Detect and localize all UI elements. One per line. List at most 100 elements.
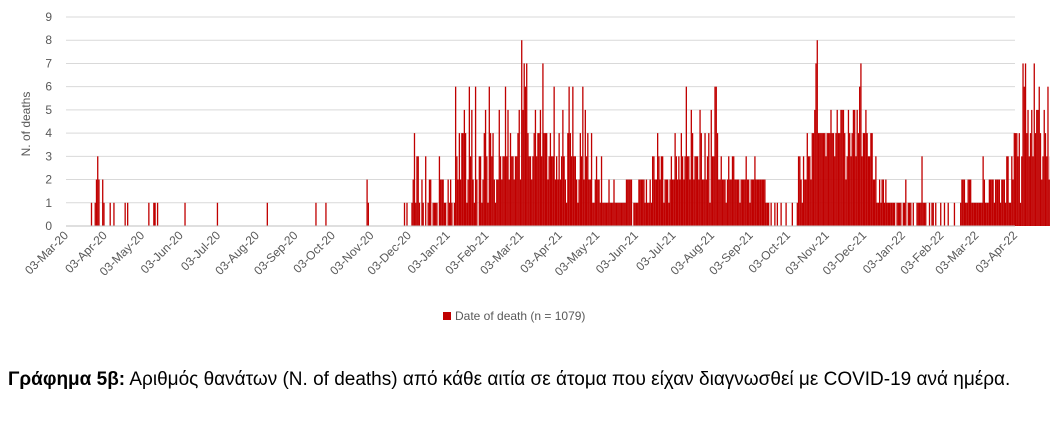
bar — [907, 202, 909, 226]
bar — [619, 202, 621, 226]
bar — [753, 179, 755, 226]
bar — [457, 179, 459, 226]
bar — [898, 202, 901, 226]
bar — [1019, 202, 1022, 226]
bar — [679, 179, 681, 226]
bar — [481, 202, 483, 226]
bar — [993, 202, 996, 226]
bar — [447, 179, 449, 226]
bar — [983, 179, 986, 226]
y-tick-label: 3 — [45, 149, 52, 163]
bar — [645, 179, 648, 226]
bar — [723, 179, 725, 226]
bar — [590, 133, 593, 226]
bar — [699, 109, 701, 226]
bar — [1006, 156, 1008, 226]
bar — [1023, 86, 1025, 226]
bar — [1018, 133, 1020, 226]
bar — [435, 202, 437, 226]
bar — [509, 133, 512, 226]
bar — [610, 202, 613, 226]
bar — [1001, 179, 1003, 226]
bar — [589, 179, 591, 226]
bar — [715, 86, 717, 226]
bar — [916, 202, 918, 226]
bar — [875, 156, 877, 226]
bar — [531, 179, 533, 226]
bar — [453, 202, 456, 226]
bar — [992, 179, 994, 226]
bar — [891, 202, 893, 226]
bar — [923, 202, 926, 226]
bar — [774, 202, 776, 226]
bar — [821, 133, 823, 226]
bar — [644, 202, 646, 226]
bar — [921, 156, 923, 226]
bar — [650, 202, 653, 226]
bar — [689, 179, 691, 226]
bar — [940, 202, 942, 226]
bar — [325, 202, 327, 226]
bar — [825, 156, 827, 226]
bar — [947, 202, 949, 226]
bar — [517, 133, 519, 226]
bar — [991, 179, 993, 226]
bar — [156, 202, 159, 226]
bar — [422, 202, 424, 226]
bar — [761, 179, 764, 226]
bar — [1026, 133, 1028, 226]
bar — [962, 179, 964, 226]
bar — [647, 202, 649, 226]
bar — [577, 202, 579, 226]
bar — [739, 202, 741, 226]
bar — [733, 156, 735, 226]
bar — [766, 202, 769, 226]
bar — [492, 133, 494, 226]
bar — [637, 202, 639, 226]
bar — [216, 202, 219, 226]
bar — [877, 202, 880, 226]
bar — [543, 133, 545, 226]
bar — [573, 156, 575, 226]
bar — [718, 179, 720, 226]
bar — [597, 179, 599, 226]
bar — [482, 179, 484, 226]
bar — [620, 202, 623, 226]
bar — [960, 202, 962, 226]
bar — [856, 109, 858, 226]
bar — [701, 179, 704, 226]
bar — [642, 179, 644, 226]
bar — [831, 133, 833, 226]
bar — [978, 202, 981, 226]
bar — [592, 202, 594, 226]
bar — [1048, 179, 1050, 226]
bar — [567, 133, 569, 226]
bar — [912, 202, 914, 226]
x-tick-label: 03-Jun-20 — [138, 228, 186, 276]
bar — [885, 179, 887, 226]
bar — [829, 133, 831, 226]
bar — [474, 86, 477, 226]
bar — [417, 156, 419, 226]
bar — [1039, 133, 1042, 226]
bar — [425, 156, 427, 226]
bar — [824, 133, 826, 226]
bar — [615, 202, 618, 226]
bar — [860, 63, 862, 226]
bar — [987, 202, 989, 226]
bar — [897, 202, 899, 226]
bar — [883, 202, 886, 226]
y-tick-labels: 0 1 2 3 4 5 6 7 8 9 — [45, 10, 52, 233]
bar — [816, 40, 818, 226]
bar — [544, 133, 547, 226]
bar — [634, 202, 636, 226]
bar — [760, 179, 762, 226]
bar — [418, 202, 421, 226]
bar — [473, 202, 475, 226]
bar — [973, 202, 976, 226]
bar — [663, 202, 665, 226]
bar — [433, 202, 436, 226]
bar — [459, 179, 462, 226]
bar — [871, 133, 873, 226]
bar — [880, 202, 882, 226]
